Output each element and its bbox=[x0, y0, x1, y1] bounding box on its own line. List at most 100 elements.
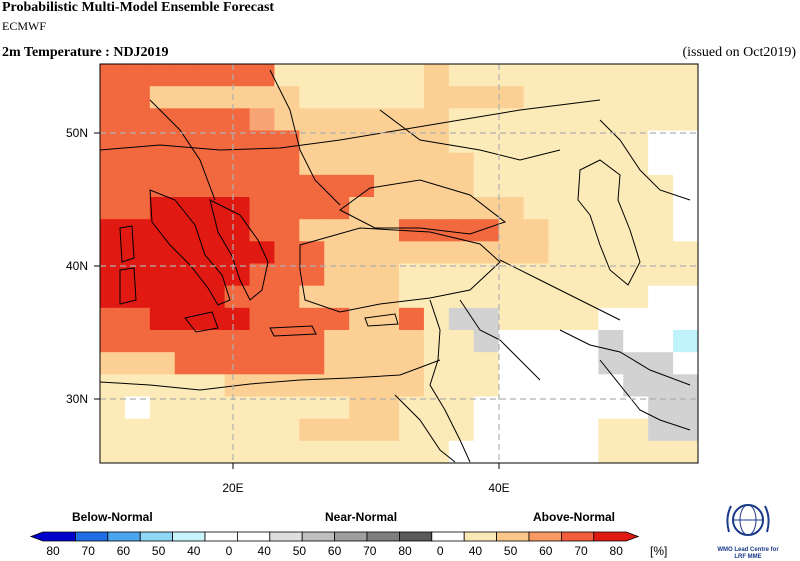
legend-swatch bbox=[463, 531, 498, 542]
grid-cell bbox=[573, 152, 599, 176]
grid-cell bbox=[224, 197, 250, 220]
legend-tick-label: 80 bbox=[610, 544, 624, 558]
grid-cell bbox=[573, 130, 599, 154]
grid-cell bbox=[673, 174, 699, 198]
probability-grid bbox=[100, 64, 699, 464]
grid-cell bbox=[648, 352, 674, 375]
graticule bbox=[100, 64, 698, 463]
grid-cell bbox=[573, 352, 599, 375]
grid-cell bbox=[299, 130, 325, 154]
grid-cell bbox=[423, 197, 450, 220]
grid-cell bbox=[149, 374, 176, 397]
grid-cell bbox=[100, 285, 126, 309]
grid-cell bbox=[124, 330, 151, 353]
grid-cell bbox=[573, 374, 599, 397]
grid-cell bbox=[623, 396, 649, 420]
grid-cell bbox=[448, 330, 475, 353]
grid-cell bbox=[423, 152, 450, 176]
grid-cell bbox=[174, 219, 201, 242]
grid-cell bbox=[498, 307, 525, 331]
grid-cell bbox=[299, 197, 325, 220]
grid-cell bbox=[374, 330, 400, 353]
grid-cell bbox=[648, 418, 674, 442]
grid-cell bbox=[548, 330, 574, 353]
grid-cell bbox=[623, 352, 649, 375]
grid-cell bbox=[324, 263, 350, 287]
grid-cell bbox=[324, 86, 350, 109]
legend-tick-label: 60 bbox=[539, 544, 553, 558]
grid-cell bbox=[249, 86, 275, 109]
grid-cell bbox=[199, 219, 226, 242]
grid-cell bbox=[598, 219, 624, 242]
grid-cell bbox=[274, 418, 300, 442]
grid-cell bbox=[623, 108, 649, 131]
grid-cell bbox=[498, 241, 525, 264]
grid-cell bbox=[149, 64, 176, 87]
grid-cell bbox=[498, 86, 525, 109]
grid-cell bbox=[648, 219, 674, 242]
grid-cell bbox=[174, 374, 201, 397]
category-near-normal: Near-Normal bbox=[325, 510, 398, 524]
grid-cell bbox=[423, 174, 450, 198]
grid-cell bbox=[523, 197, 549, 220]
grid-cell bbox=[399, 374, 425, 397]
grid-cell bbox=[374, 263, 400, 287]
grid-cell bbox=[648, 64, 674, 87]
grid-cell bbox=[224, 64, 250, 87]
grid-cell bbox=[224, 86, 250, 109]
grid-cell bbox=[124, 197, 151, 220]
grid-cell bbox=[299, 152, 325, 176]
grid-cell bbox=[349, 241, 375, 264]
grid-cell bbox=[598, 174, 624, 198]
grid-cell bbox=[573, 307, 599, 331]
grid-cell bbox=[349, 263, 375, 287]
grid-cell bbox=[573, 241, 599, 264]
grid-cell bbox=[523, 374, 549, 397]
grid-cell bbox=[648, 374, 674, 397]
grid-cell bbox=[623, 130, 649, 154]
logo-caption-2: LRF MME bbox=[734, 554, 762, 560]
grid-cell bbox=[673, 418, 699, 442]
grid-cell bbox=[299, 418, 325, 442]
legend-swatch bbox=[593, 531, 640, 542]
grid-cell bbox=[199, 64, 226, 87]
grid-cell bbox=[224, 108, 250, 131]
grid-cell bbox=[623, 330, 649, 353]
forecast-center: ECMWF bbox=[2, 19, 47, 33]
grid-cell bbox=[224, 440, 250, 464]
grid-cell bbox=[224, 396, 250, 420]
grid-cell bbox=[124, 130, 151, 154]
grid-cell bbox=[473, 219, 500, 242]
grid-cell bbox=[324, 130, 350, 154]
grid-cell bbox=[324, 440, 350, 464]
grid-cell bbox=[149, 219, 176, 242]
grid-cell bbox=[498, 152, 525, 176]
map-title: Probabilistic Multi-Model Ensemble Forec… bbox=[2, 0, 275, 15]
grid-cell bbox=[324, 418, 350, 442]
legend-tick-label: 40 bbox=[469, 544, 483, 558]
legend-tick-label: 40 bbox=[187, 544, 201, 558]
grid-cell bbox=[448, 396, 475, 420]
category-above-normal: Above-Normal bbox=[533, 510, 616, 524]
grid-cell bbox=[349, 130, 375, 154]
grid-cell bbox=[399, 330, 425, 353]
grid-cell bbox=[399, 197, 425, 220]
grid-cell bbox=[648, 285, 674, 309]
grid-cell bbox=[149, 86, 176, 109]
grid-cell bbox=[174, 108, 201, 131]
grid-cell bbox=[473, 174, 500, 198]
grid-cell bbox=[623, 307, 649, 331]
grid-cell bbox=[523, 86, 549, 109]
grid-cell bbox=[149, 263, 176, 287]
grid-cell bbox=[199, 263, 226, 287]
grid-cell bbox=[224, 152, 250, 176]
grid-cell bbox=[174, 152, 201, 176]
grid-cell bbox=[100, 307, 126, 331]
grid-cell bbox=[399, 241, 425, 264]
grid-cell bbox=[473, 108, 500, 131]
grid-cell bbox=[673, 219, 699, 242]
grid-cell bbox=[149, 130, 176, 154]
grid-cell bbox=[423, 241, 450, 264]
grid-cell bbox=[623, 219, 649, 242]
grid-cell bbox=[448, 263, 475, 287]
